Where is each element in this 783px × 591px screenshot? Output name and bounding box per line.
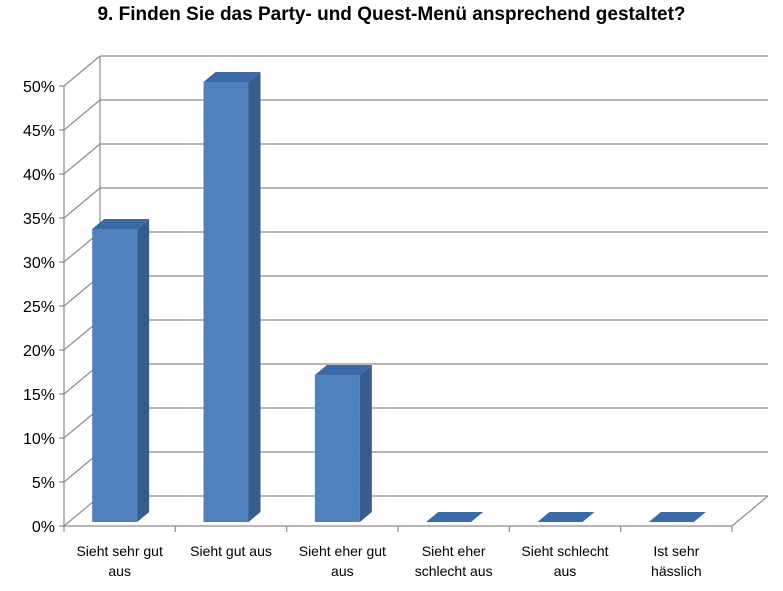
y-tick-label: 15%: [23, 387, 55, 404]
bar-front: [203, 82, 249, 522]
bar-top: [92, 218, 150, 229]
bar: [537, 512, 595, 522]
x-category-label: Sieht sehr gut aus: [76, 543, 162, 579]
bar: [203, 72, 261, 522]
bar: [648, 512, 706, 522]
label-layer: 0% 5% 10% 15% 20% 25% 30% 35% 40% 45% 50% Sieht seh…: [23, 79, 702, 579]
bar: [92, 218, 150, 522]
y-tick-label: 0%: [32, 519, 55, 536]
gridline-side: [63, 143, 101, 175]
y-tick-label: 20%: [23, 343, 55, 360]
y-tick-label: 35%: [23, 211, 55, 228]
bar-side: [248, 72, 261, 522]
y-tick-label: 5%: [32, 475, 55, 492]
bar-top: [203, 72, 261, 82]
y-tick-label: 10%: [23, 431, 55, 448]
y-tick-label: 25%: [23, 299, 55, 316]
bar-side: [137, 218, 150, 522]
x-category-label: Sieht eher schlecht aus: [415, 543, 493, 579]
x-category-label: Sieht gut aus: [190, 543, 272, 559]
floor-right-edge: [731, 495, 769, 527]
gridline-side: [63, 55, 101, 87]
chart-title: 9. Finden Sie das Party- und Quest-Menü …: [97, 4, 686, 25]
bar-front: [92, 228, 138, 522]
bar: [314, 365, 372, 522]
y-tick-label: 50%: [23, 79, 55, 96]
y-tick-label: 30%: [23, 255, 55, 272]
bar-top: [537, 512, 595, 522]
y-tick-label: 40%: [23, 167, 55, 184]
bar-front: [314, 375, 360, 522]
x-category-label: Sieht eher gut aus: [299, 543, 386, 579]
bar-top: [648, 512, 706, 522]
x-category-label: Sieht schlecht aus: [521, 543, 608, 579]
grid-layer: [63, 55, 768, 527]
bar-layer: [92, 72, 706, 522]
bar-top: [426, 512, 484, 522]
y-tick-label: 45%: [23, 123, 55, 140]
gridline-side: [63, 187, 101, 219]
gridline-side: [63, 99, 101, 131]
bar-top: [314, 365, 372, 376]
x-category-label: Ist sehr hässlich: [651, 543, 702, 579]
bar: [426, 512, 484, 522]
bar-side: [359, 365, 372, 522]
axis-layer: [59, 56, 769, 532]
